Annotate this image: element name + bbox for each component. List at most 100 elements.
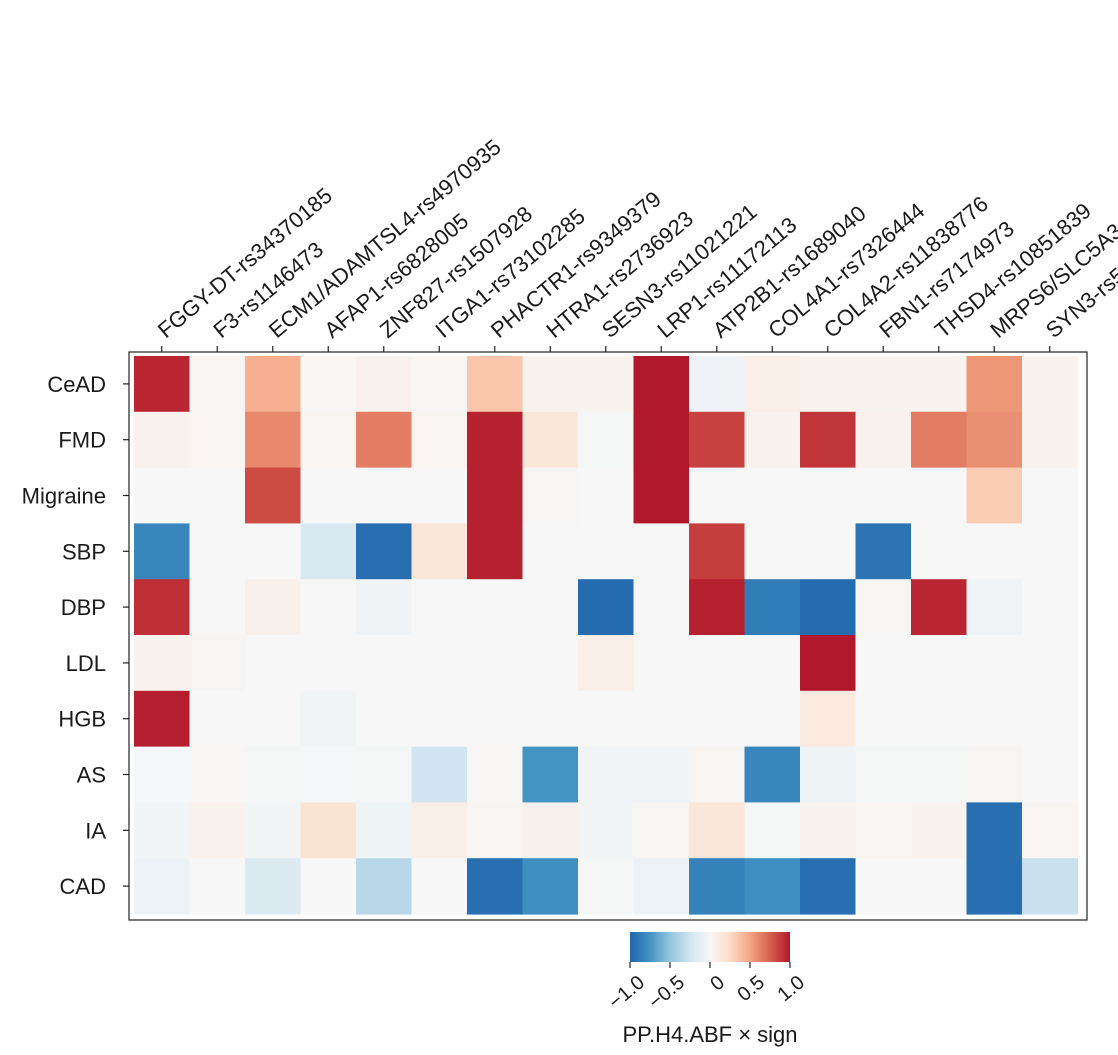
heatmap-cell <box>467 635 524 692</box>
heatmap-cell <box>911 411 968 469</box>
heatmap-cell <box>356 523 413 580</box>
heatmap-cell <box>744 858 801 915</box>
heatmap-cell <box>800 579 857 636</box>
heatmap-cell <box>356 746 413 803</box>
heatmap-cell <box>744 802 801 859</box>
y-tick-label: CAD <box>60 874 106 899</box>
heatmap-cell <box>911 690 968 748</box>
colorbar-tick-label: −1.0 <box>605 971 649 1013</box>
heatmap-cell <box>300 356 357 413</box>
heatmap-cell <box>467 746 524 803</box>
heatmap-cell <box>800 411 857 469</box>
heatmap-cell <box>911 635 968 692</box>
heatmap-cell <box>1022 858 1079 915</box>
heatmap-cell <box>689 356 746 413</box>
y-tick-label: AS <box>77 763 106 788</box>
heatmap-cell <box>800 635 857 692</box>
heatmap-cell <box>189 802 246 859</box>
heatmap-cell <box>411 858 468 915</box>
heatmap-cell <box>911 579 968 636</box>
heatmap-cell <box>578 467 635 524</box>
colorbar-tick-label: 1.0 <box>774 971 809 1006</box>
heatmap-cell <box>134 746 191 803</box>
heatmap-cell <box>189 523 246 580</box>
heatmap-cell <box>744 356 801 413</box>
heatmap-cell <box>522 467 579 524</box>
heatmap-cell <box>689 635 746 692</box>
heatmap-cell <box>1022 690 1079 748</box>
colorbar-gradient <box>630 932 790 962</box>
heatmap-cell <box>245 523 302 580</box>
heatmap-cell <box>744 635 801 692</box>
heatmap-cell <box>300 635 357 692</box>
heatmap-cell <box>356 635 413 692</box>
heatmap-cell <box>522 579 579 636</box>
heatmap-cell <box>522 635 579 692</box>
heatmap-cell <box>689 467 746 524</box>
heatmap-cell <box>522 523 579 580</box>
heatmap-cell <box>744 579 801 636</box>
heatmap-cell <box>689 579 746 636</box>
colorbar-label: PP.H4.ABF × sign <box>622 1022 798 1047</box>
heatmap-cell <box>911 356 968 413</box>
heatmap-cell <box>911 746 968 803</box>
heatmap-cell <box>800 356 857 413</box>
heatmap-cell <box>633 467 690 524</box>
heatmap-cell <box>689 411 746 469</box>
colorbar-tick-label: −0.5 <box>645 971 689 1013</box>
heatmap-cell <box>633 579 690 636</box>
heatmap-cell <box>467 858 524 915</box>
heatmap-cell <box>134 802 191 859</box>
heatmap-cell <box>855 635 912 692</box>
heatmap-cell <box>300 467 357 524</box>
heatmap-cell <box>578 523 635 580</box>
heatmap-cell <box>633 746 690 803</box>
plot-frame <box>128 351 1088 921</box>
heatmap-cell <box>245 356 302 413</box>
heatmap-cell <box>966 579 1023 636</box>
heatmap-cell <box>245 858 302 915</box>
heatmap-cell <box>578 411 635 469</box>
heatmap-cell <box>300 523 357 580</box>
heatmap-cell <box>633 858 690 915</box>
heatmap-cell <box>855 746 912 803</box>
heatmap-cell <box>855 523 912 580</box>
heatmap-cell <box>800 858 857 915</box>
heatmap-cell <box>689 802 746 859</box>
heatmap-cell <box>966 746 1023 803</box>
heatmap-cell <box>1022 411 1079 469</box>
colorbar: −1.0−0.5 0 0.5 1.0 <box>605 932 809 1014</box>
heatmap-cell <box>744 746 801 803</box>
heatmap-cell <box>411 411 468 469</box>
heatmap-cell <box>855 858 912 915</box>
y-tick-label: IA <box>85 818 106 843</box>
heatmap-cell <box>134 467 191 524</box>
heatmap-cell <box>522 356 579 413</box>
heatmap-cell <box>578 690 635 748</box>
heatmap-cell <box>467 690 524 748</box>
y-axis: CeAD FMD Migraine SBP DBP LDL HGB AS IA CAD <box>22 372 129 899</box>
heatmap-cell <box>966 635 1023 692</box>
heatmap-cell <box>744 411 801 469</box>
heatmap-cell <box>1022 579 1079 636</box>
heatmap-cell <box>467 523 524 580</box>
heatmap-cell <box>1022 746 1079 803</box>
heatmap-cell <box>245 635 302 692</box>
heatmap-cell <box>245 802 302 859</box>
heatmap-cell <box>356 467 413 524</box>
heatmap-cell <box>467 579 524 636</box>
heatmap-cell <box>467 802 524 859</box>
heatmap-cell <box>411 635 468 692</box>
y-tick-label: DBP <box>61 595 106 620</box>
heatmap-cell <box>800 690 857 748</box>
heatmap-cell <box>411 356 468 413</box>
y-tick-label: FMD <box>58 428 106 453</box>
heatmap-cell <box>689 690 746 748</box>
heatmap-cell <box>966 523 1023 580</box>
heatmap-cell <box>1022 523 1079 580</box>
heatmap-cell <box>467 356 524 413</box>
heatmap-cell <box>855 579 912 636</box>
colorbar-tick-label: 0.5 <box>734 971 769 1006</box>
heatmap-cell <box>522 802 579 859</box>
